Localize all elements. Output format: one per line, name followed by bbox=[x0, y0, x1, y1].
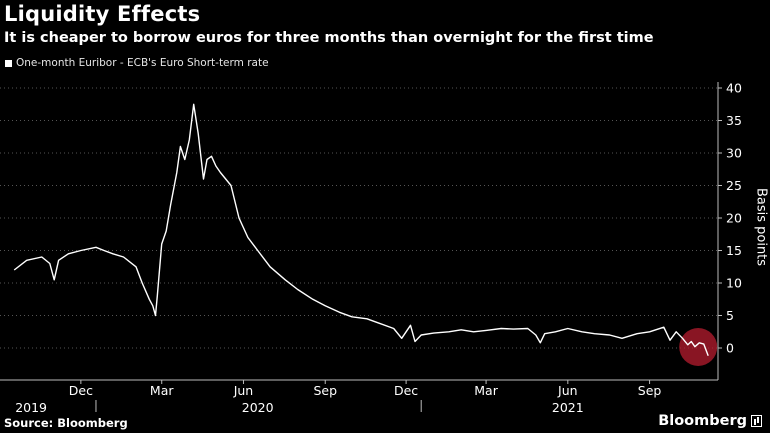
y-axis-label: Basis points bbox=[753, 187, 769, 267]
x-year-label: 2020 bbox=[242, 400, 274, 415]
legend-swatch bbox=[5, 59, 12, 67]
y-tick-label: 30 bbox=[726, 146, 742, 161]
y-tick-label: 20 bbox=[726, 211, 742, 226]
x-tick-label: Sep bbox=[313, 383, 337, 398]
chart-title: Liquidity Effects bbox=[4, 2, 201, 26]
y-axis-ticks: 0 5 10 15 20 25 30 35 40 bbox=[717, 81, 742, 380]
y-tick-label: 5 bbox=[726, 308, 734, 323]
series-line bbox=[13, 103, 709, 357]
y-tick-label: 35 bbox=[726, 113, 742, 128]
y-tick-label: 0 bbox=[726, 341, 734, 356]
y-tick-label: 15 bbox=[726, 243, 742, 258]
brand-label: Bloomberg bbox=[658, 413, 747, 429]
x-axis: Dec Mar Jun Sep Dec Mar Jun Sep 2019 2020 2021 bbox=[0, 379, 718, 415]
x-tick-label: Dec bbox=[394, 383, 418, 398]
x-tick-label: Dec bbox=[69, 383, 93, 398]
x-tick-label: Mar bbox=[150, 383, 174, 398]
chart-subtitle: It is cheaper to borrow euros for three … bbox=[4, 30, 654, 46]
bar-chart-icon bbox=[751, 415, 762, 427]
y-tick-label: 10 bbox=[726, 276, 742, 291]
x-year-label: 2021 bbox=[552, 400, 584, 415]
source-note: Source: Bloomberg bbox=[4, 416, 128, 430]
grid-lines bbox=[0, 87, 718, 349]
brand-logo: Bloomberg bbox=[658, 413, 762, 429]
legend-label: One-month Euribor - ECB's Euro Short-ter… bbox=[16, 57, 269, 69]
y-tick-label: 40 bbox=[726, 81, 742, 96]
legend: One-month Euribor - ECB's Euro Short-ter… bbox=[5, 57, 269, 69]
x-tick-label: Jun bbox=[233, 383, 254, 398]
x-tick-label: Mar bbox=[474, 383, 498, 398]
x-tick-label: Jun bbox=[557, 383, 578, 398]
x-tick-label: Sep bbox=[638, 383, 662, 398]
highlight-circle bbox=[679, 328, 718, 366]
y-tick-label: 25 bbox=[726, 178, 742, 193]
x-year-label: 2019 bbox=[15, 400, 47, 415]
